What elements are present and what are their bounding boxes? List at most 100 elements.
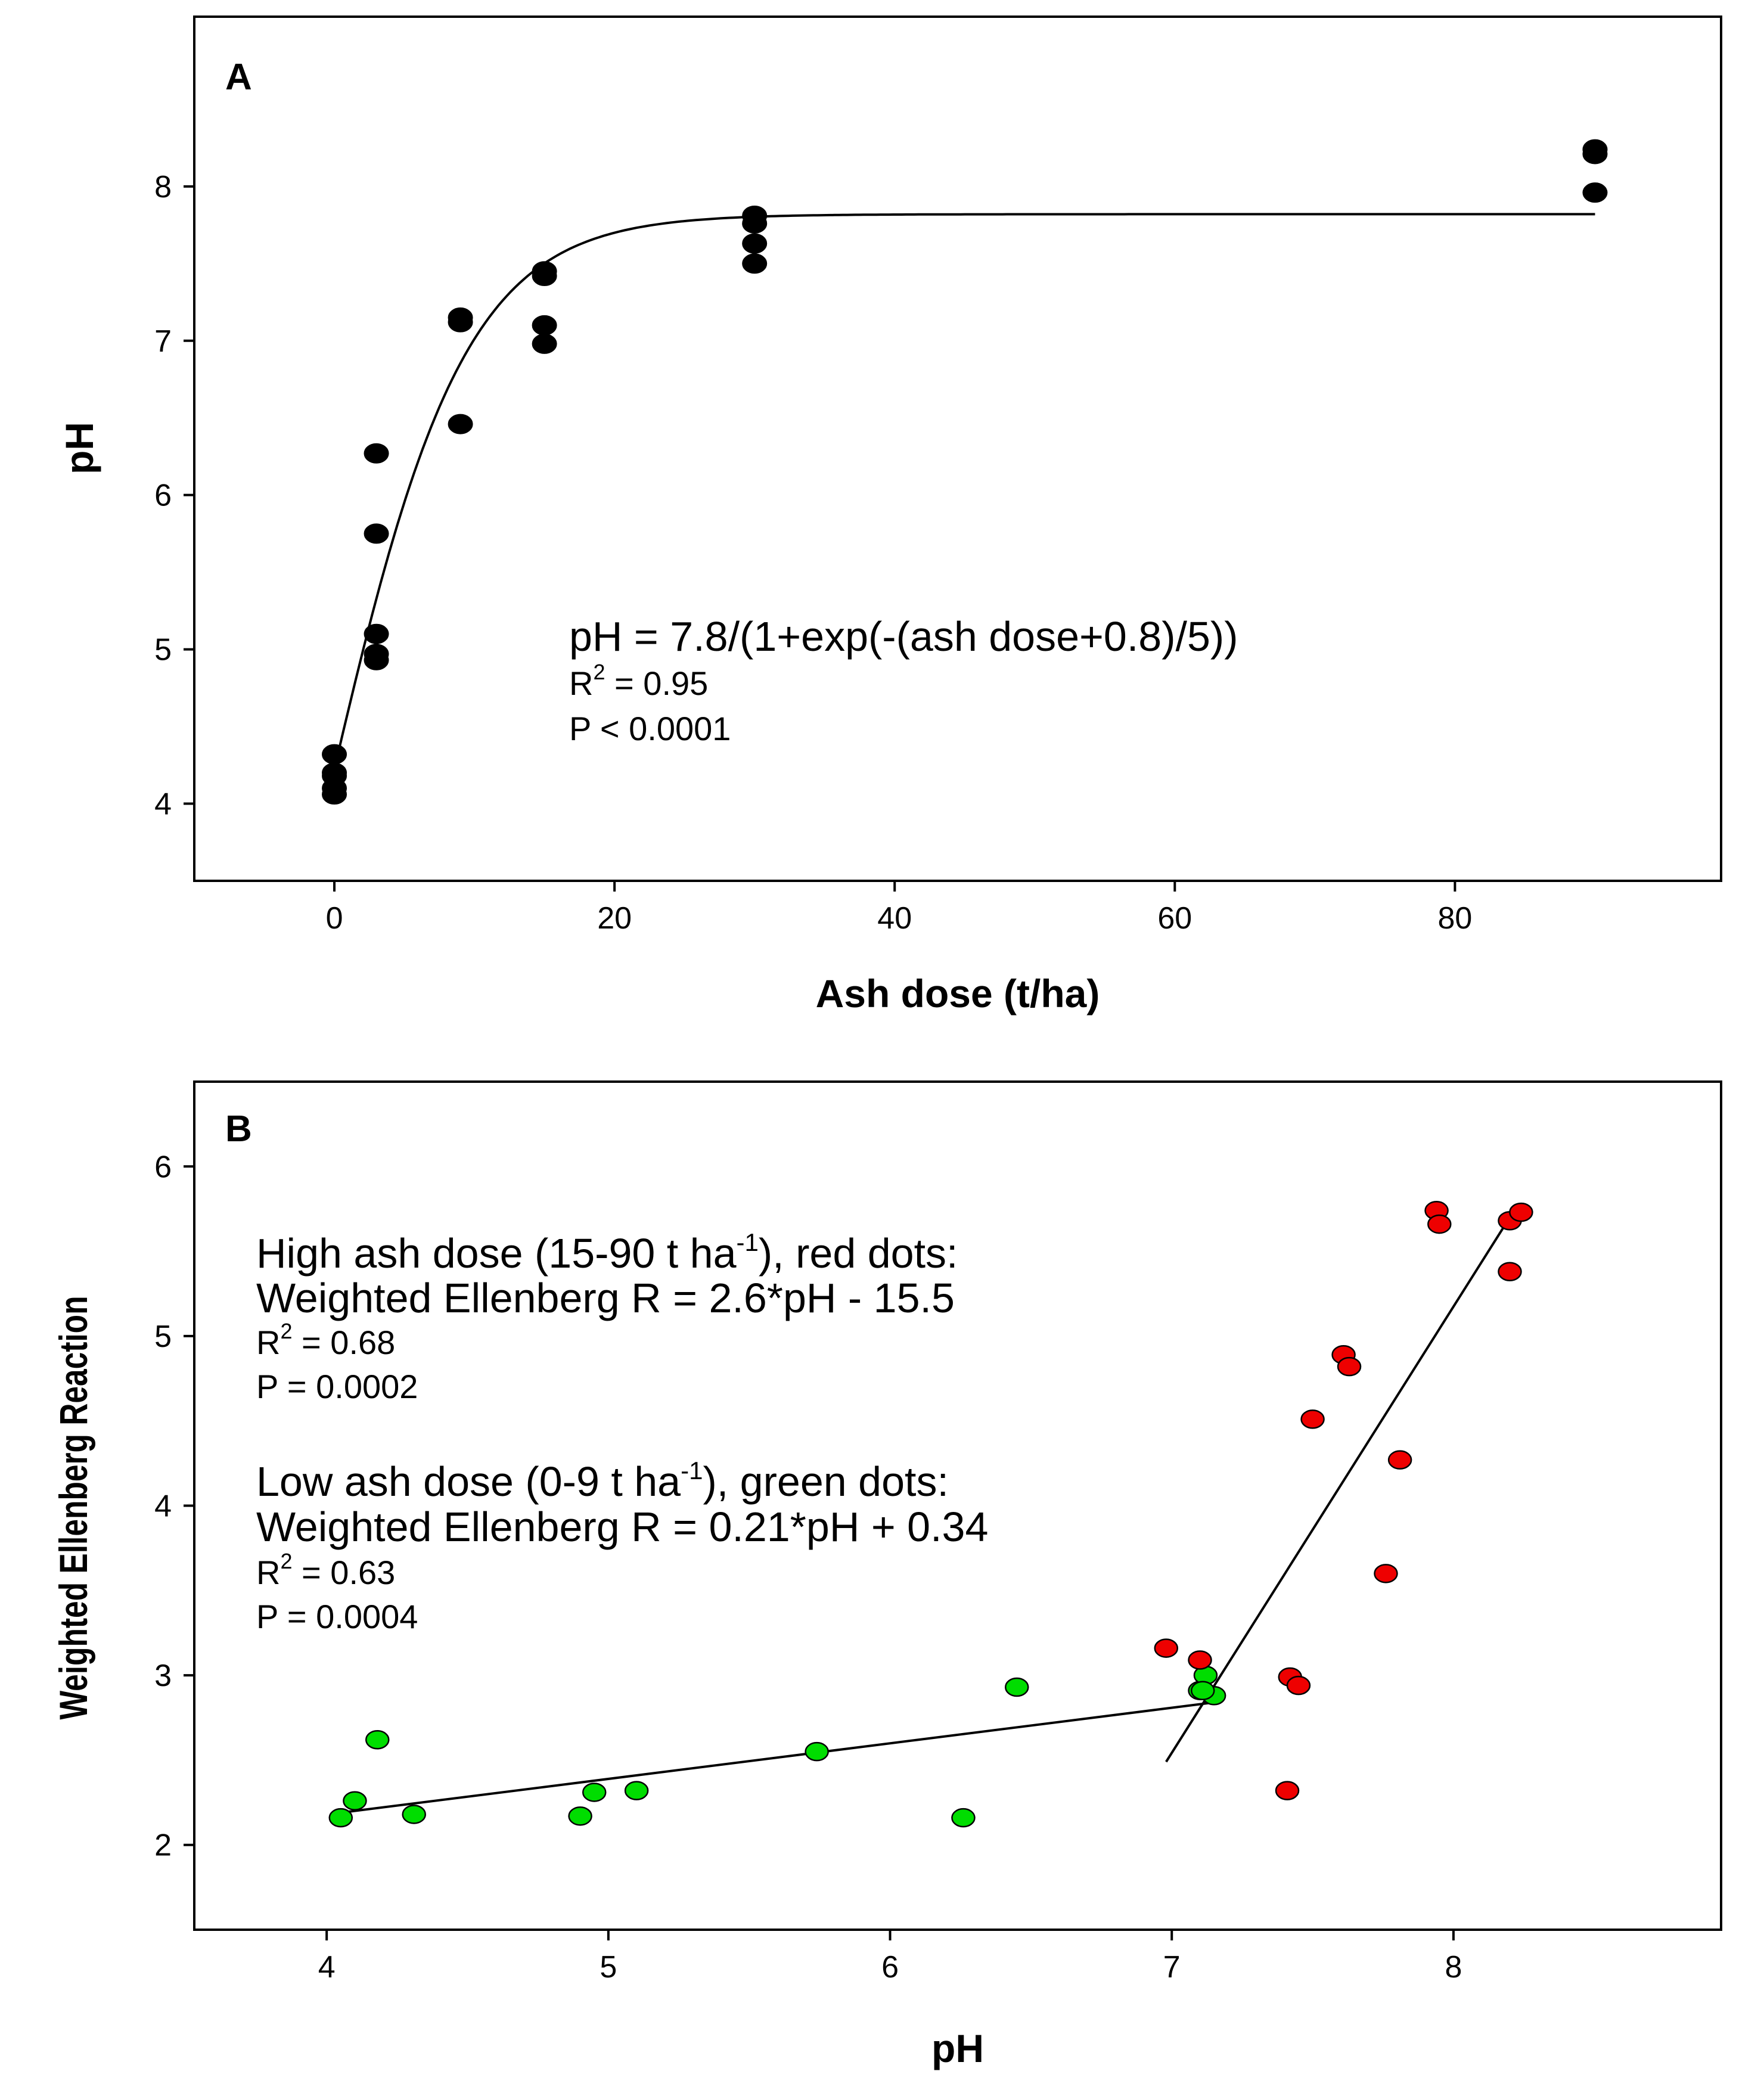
panel-a-data-point: [532, 315, 557, 336]
panel-b-high-r2-sup: 2: [280, 1319, 292, 1343]
panel-a-letter: A: [225, 57, 252, 98]
panel-a-frame: [193, 15, 1722, 882]
panel-b-low-r2-sup: 2: [280, 1549, 292, 1573]
panel-b-low-title-pre: Low ash dose (0-9 t ha: [256, 1458, 681, 1505]
panel-b-green-point: [365, 1729, 390, 1750]
panel-b-red-point: [1498, 1262, 1522, 1282]
axis-1-y-tick-label: 3: [154, 1659, 172, 1693]
panel-a-data-point: [364, 443, 389, 464]
panel-b-low-equation: Weighted Ellenberg R = 0.21*pH + 0.34: [256, 1504, 988, 1550]
panel-b-high-title: High ash dose (15-90 t ha-1), red dots:: [256, 1228, 958, 1277]
panel-a-equation: pH = 7.8/(1+exp(-(ash dose+0.8)/5)): [569, 613, 1238, 660]
panel-b-low-r2-label: R: [256, 1554, 280, 1591]
panel-b-fit-line-high: [1165, 1216, 1511, 1763]
panel-b-red-point: [1427, 1214, 1452, 1234]
axis-1-x-tick-label: 6: [881, 1950, 899, 1985]
panel-b-red-point: [1337, 1356, 1362, 1377]
panel-a: A 0 20 40 60 80 4 5 6 7 8 Ash dose (t/ha) pH pH =…: [57, 15, 1722, 1016]
panel-b-red-point: [1188, 1650, 1212, 1670]
panel-b-red-point: [1374, 1564, 1398, 1583]
panel-b-green-point: [328, 1808, 353, 1828]
panel-a-r2: R2 = 0.95: [569, 660, 708, 702]
panel-b: B 4 5 6 7 8 2 3 4 5 6 pH Weighted Ellenberg React…: [51, 1080, 1722, 2070]
panel-a-ticks: 0 20 40 60 80 4 5 6 7 8: [154, 170, 1472, 936]
panel-a-r2-value: = 0.95: [605, 664, 708, 702]
panel-b-high-p: P = 0.0002: [256, 1368, 418, 1405]
axis-0-x-tick-label: 60: [1157, 901, 1192, 936]
panel-a-p-value: P < 0.0001: [569, 710, 731, 747]
panel-a-points: [322, 139, 1608, 805]
axis-1-x-tick-label: 7: [1163, 1950, 1181, 1985]
panel-b-green-point: [1005, 1677, 1029, 1697]
axis-0-y-tick-label: 7: [154, 324, 172, 359]
panel-b-fit-line-low: [340, 1701, 1215, 1814]
panel-a-data-point: [322, 784, 347, 805]
panel-b-high-r2-value: = 0.68: [292, 1324, 395, 1361]
panel-b-red-point: [1300, 1409, 1325, 1429]
panel-a-data-point: [532, 333, 557, 354]
axis-0-y-tick-label: 5: [154, 633, 172, 667]
panel-b-high-title-pre: High ash dose (15-90 t ha: [256, 1230, 737, 1277]
panel-a-data-point: [742, 233, 768, 254]
panel-a-r2-sup: 2: [593, 660, 605, 684]
panel-a-data-point: [742, 253, 768, 274]
panel-a-fit-curve: [333, 213, 1595, 770]
panel-b-green-point: [402, 1805, 426, 1824]
panel-b-low-p: P = 0.0004: [256, 1598, 418, 1635]
panel-b-high-title-post: ), red dots:: [759, 1230, 958, 1277]
panel-a-data-point: [448, 414, 473, 434]
axis-1-y-tick-label: 5: [154, 1319, 172, 1354]
panel-b-letter: B: [225, 1108, 252, 1150]
axis-0-x-tick-label: 0: [326, 901, 343, 936]
axis-0-y-tick-label: 8: [154, 170, 172, 204]
axis-1-y-tick-label: 2: [154, 1828, 172, 1863]
panel-b-green-point: [624, 1781, 649, 1800]
axis-1-x-tick-label: 5: [600, 1950, 617, 1985]
panel-b-red-point: [1286, 1675, 1311, 1695]
axis-0-x-tick-label: 80: [1437, 901, 1472, 936]
panel-a-data-point: [1582, 182, 1608, 203]
axis-0-y-tick-label: 6: [154, 479, 172, 513]
panel-b-x-axis-title: pH: [931, 2026, 984, 2070]
axis-1-x-tick-label: 4: [318, 1950, 336, 1985]
panel-b-green-point: [582, 1783, 607, 1802]
panel-b-low-title-post: ), green dots:: [703, 1458, 948, 1505]
panel-b-high-equation: Weighted Ellenberg R = 2.6*pH - 15.5: [256, 1275, 955, 1321]
panel-a-y-axis-title: pH: [57, 422, 101, 474]
panel-b-red-point: [1387, 1450, 1412, 1470]
panel-b-low-r2-value: = 0.63: [292, 1554, 395, 1591]
panel-a-x-axis-title: Ash dose (t/ha): [816, 971, 1100, 1016]
panel-b-red-point: [1275, 1781, 1300, 1800]
panel-a-data-point: [364, 650, 389, 670]
axis-1-x-tick-label: 8: [1445, 1950, 1462, 1985]
panel-a-data-point: [364, 523, 389, 544]
panel-a-data-point: [742, 213, 768, 234]
panel-b-red-point: [1154, 1638, 1179, 1658]
panel-b-high-r2-label: R: [256, 1324, 280, 1361]
panel-b-fit-lines: [340, 1216, 1511, 1814]
panel-a-data-point: [364, 623, 389, 644]
axis-0-y-tick-label: 4: [154, 787, 172, 822]
panel-b-ticks: 4 5 6 7 8 2 3 4 5 6: [154, 1150, 1462, 1985]
panel-b-green-point: [1190, 1681, 1215, 1700]
panel-b-low-title: Low ash dose (0-9 t ha-1), green dots:: [256, 1457, 949, 1505]
panel-b-low-r2: R2 = 0.63: [256, 1549, 395, 1591]
panel-a-data-point: [448, 312, 473, 333]
axis-1-y-tick-label: 4: [154, 1489, 172, 1524]
panel-b-green-point: [805, 1741, 829, 1762]
panel-a-data-point: [532, 266, 557, 286]
panel-a-r2-label: R: [569, 664, 593, 702]
panel-b-points: [328, 1201, 1533, 1828]
panel-b-green-point: [951, 1808, 976, 1828]
panel-b-y-axis-title: Weighted Ellenberg Reaction: [51, 1296, 96, 1719]
panel-b-high-title-sup: -1: [737, 1228, 759, 1256]
panel-a-data-point: [1582, 144, 1608, 164]
axis-1-y-tick-label: 6: [154, 1150, 172, 1184]
panel-a-data-point: [322, 744, 347, 765]
axis-0-x-tick-label: 40: [877, 901, 912, 936]
panel-b-high-r2: R2 = 0.68: [256, 1319, 395, 1361]
panel-a-data-point: [322, 762, 347, 783]
panel-b-red-point: [1509, 1202, 1533, 1222]
panel-b-green-point: [343, 1791, 367, 1811]
